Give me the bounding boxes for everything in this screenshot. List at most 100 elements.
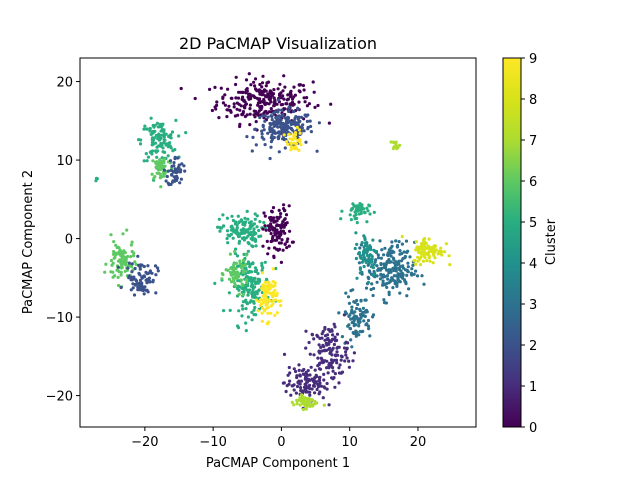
scatter-point (356, 302, 360, 307)
scatter-point (378, 239, 382, 243)
scatter-point (413, 258, 417, 263)
scatter-point (217, 217, 221, 221)
scatter-point (138, 273, 142, 277)
scatter-point (280, 238, 284, 242)
scatter-point (120, 265, 124, 269)
scatter-point (312, 90, 316, 94)
scatter-point (358, 320, 362, 324)
scatter-point (394, 239, 398, 243)
scatter-point (228, 108, 232, 112)
scatter-point (292, 109, 296, 114)
scatter-point (274, 116, 278, 120)
scatter-point (248, 224, 252, 228)
scatter-point (168, 159, 173, 163)
scatter-point (366, 254, 370, 258)
scatter-point (121, 232, 125, 236)
scatter-point (109, 258, 113, 263)
scatter-point (282, 218, 286, 222)
scatter-point (345, 356, 349, 360)
scatter-point (137, 263, 141, 267)
scatter-point (283, 116, 287, 120)
scatter-point (427, 246, 432, 250)
scatter-point (272, 227, 276, 231)
scatter-point (292, 367, 296, 371)
scatter-point (277, 150, 281, 154)
scatter-point (277, 93, 282, 97)
scatter-point (292, 102, 296, 106)
scatter-point (312, 384, 316, 388)
scatter-point (144, 152, 148, 156)
scatter-point (250, 290, 254, 294)
scatter-point (347, 359, 351, 363)
scatter-point (215, 103, 219, 107)
scatter-point (387, 290, 391, 294)
scatter-point (343, 359, 347, 363)
scatter-point (320, 349, 324, 353)
scatter-point (248, 265, 252, 269)
scatter-point (278, 82, 282, 86)
scatter-point (307, 102, 311, 106)
scatter-point (112, 240, 116, 244)
scatter-point (216, 225, 220, 229)
scatter-point (448, 263, 452, 267)
scatter-point (130, 262, 134, 266)
scatter-point (299, 393, 304, 397)
scatter-point (261, 114, 265, 118)
scatter-point (351, 288, 355, 292)
scatter-point (253, 77, 258, 81)
scatter-point (252, 276, 256, 281)
scatter-point (304, 329, 308, 333)
scatter-point (162, 130, 166, 134)
scatter-point (370, 282, 374, 286)
x-tick-label: −10 (199, 435, 226, 450)
scatter-point (357, 324, 361, 328)
scatter-point (260, 261, 264, 265)
scatter-point (316, 364, 320, 368)
scatter-point (173, 148, 177, 152)
scatter-point (236, 326, 241, 330)
scatter-point (305, 104, 309, 108)
scatter-point (325, 381, 329, 386)
scatter-point (447, 254, 451, 258)
scatter-point (132, 251, 136, 255)
scatter-point (278, 117, 282, 121)
scatter-point (126, 254, 130, 259)
scatter-point (357, 333, 361, 337)
scatter-point (183, 169, 187, 173)
scatter-point (348, 327, 353, 331)
scatter-point (244, 253, 248, 257)
scatter-point (323, 327, 327, 331)
scatter-point (279, 91, 283, 95)
scatter-point (317, 121, 321, 125)
scatter-point (267, 227, 271, 231)
scatter-point (123, 251, 127, 255)
scatter-point (270, 122, 274, 126)
scatter-point (288, 137, 292, 141)
scatter-point (290, 145, 294, 149)
scatter-point (244, 275, 248, 279)
scatter-point (363, 236, 367, 240)
scatter-point (247, 97, 251, 101)
scatter-point (260, 271, 265, 275)
scatter-point (265, 239, 269, 243)
colorbar (502, 57, 522, 428)
colorbar-tick-label: 0 (529, 421, 537, 436)
scatter-point (333, 372, 337, 376)
scatter-point (289, 102, 293, 106)
scatter-point (156, 269, 160, 273)
scatter-point (272, 254, 276, 258)
scatter-point (238, 90, 242, 94)
scatter-point (345, 347, 349, 351)
scatter-point (162, 141, 166, 145)
scatter-point (295, 402, 299, 406)
scatter-point (271, 267, 275, 271)
scatter-point (323, 349, 327, 353)
scatter-point (283, 242, 287, 246)
scatter-point (368, 259, 372, 263)
scatter-point (298, 140, 302, 144)
scatter-point (258, 97, 262, 101)
scatter-point (111, 270, 115, 274)
scatter-point (319, 356, 323, 360)
scatter-point (386, 277, 390, 281)
scatter-point (256, 309, 260, 313)
